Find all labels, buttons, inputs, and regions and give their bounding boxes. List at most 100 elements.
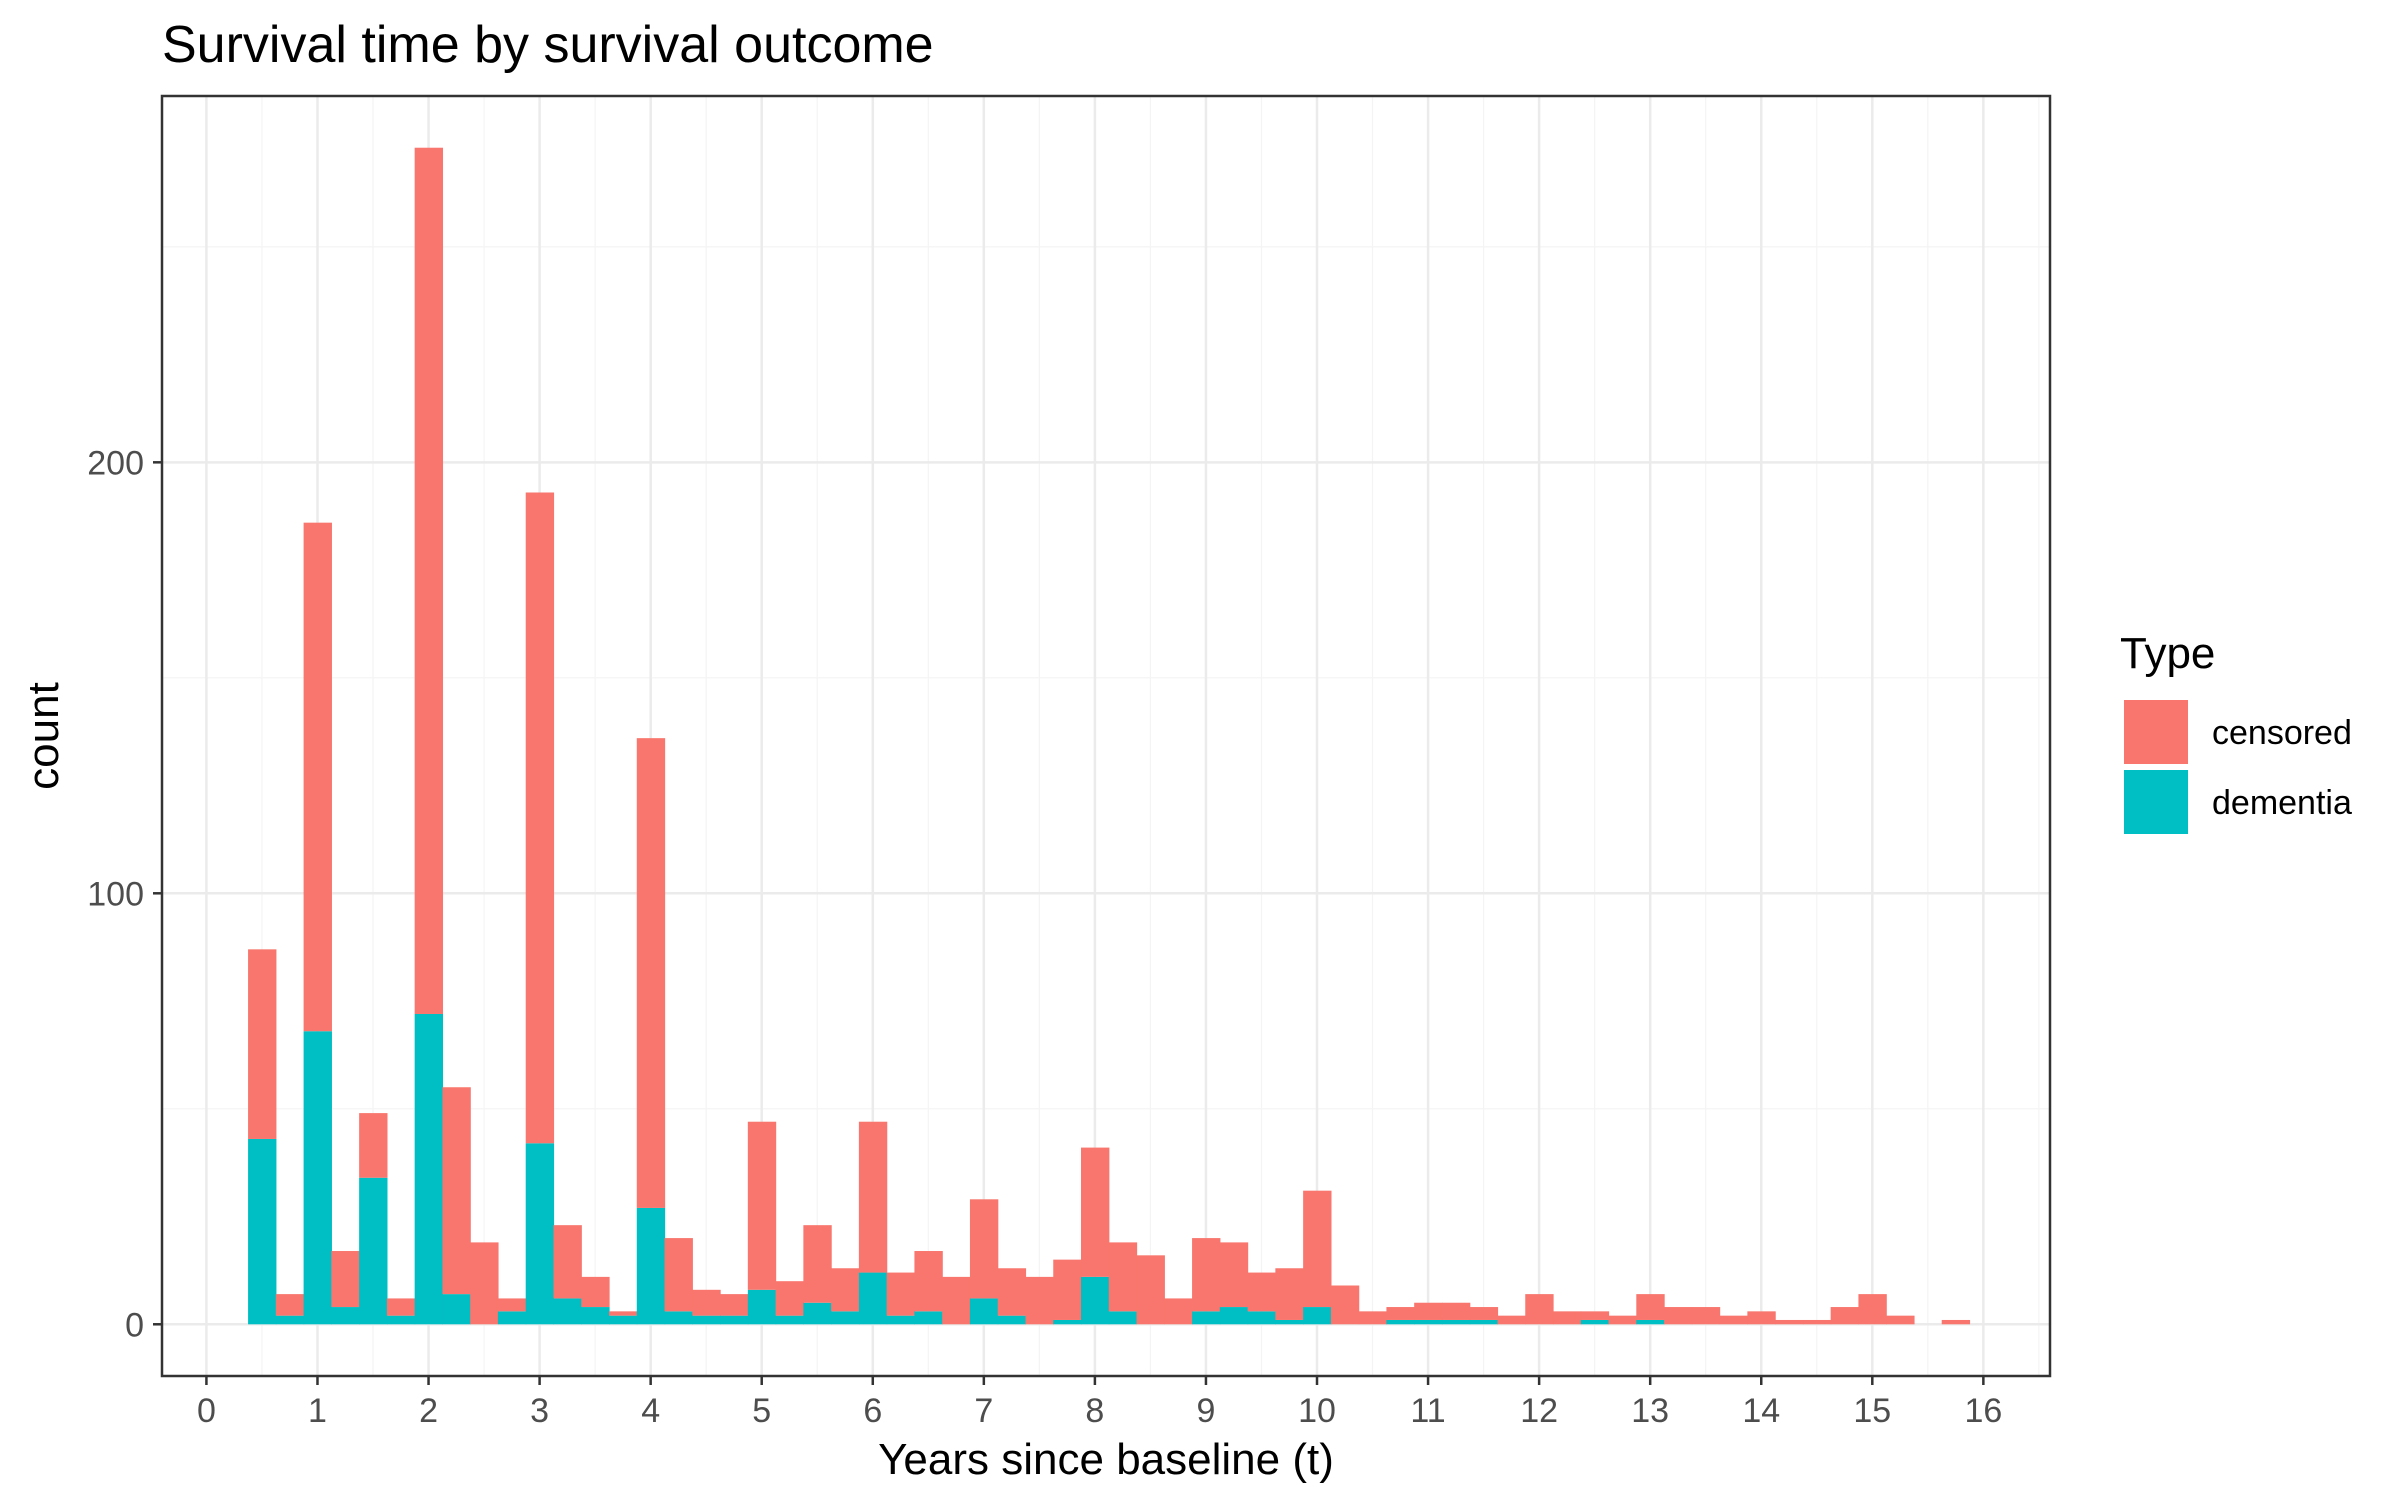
legend: Type censored dementia	[2120, 629, 2352, 834]
bar-dementia	[692, 1315, 721, 1325]
bar-dementia	[331, 1307, 360, 1325]
x-tick-label: 13	[1631, 1392, 1669, 1430]
bar-dementia	[803, 1302, 832, 1325]
x-tick-label: 12	[1520, 1392, 1558, 1430]
bar-censored	[1747, 1311, 1776, 1325]
legend-label-dementia: dementia	[2212, 784, 2352, 822]
bar-censored	[1469, 1307, 1499, 1320]
bar-dementia	[303, 1031, 332, 1325]
bar-dementia	[969, 1298, 999, 1325]
x-tick-label: 14	[1742, 1392, 1780, 1430]
bar-censored	[1219, 1242, 1249, 1308]
x-tick-label: 7	[974, 1392, 993, 1430]
bar-censored	[1608, 1315, 1637, 1325]
bar-dementia	[386, 1315, 416, 1325]
legend-label-censored: censored	[2212, 714, 2352, 752]
bar-censored	[775, 1281, 804, 1316]
bar-dementia	[1275, 1319, 1304, 1325]
x-tick-label: 10	[1298, 1392, 1336, 1430]
bar-censored	[414, 147, 444, 1014]
bar-censored	[275, 1294, 305, 1316]
bar-dementia	[1108, 1311, 1138, 1325]
bar-censored	[914, 1251, 943, 1312]
bar-censored	[248, 949, 277, 1139]
x-tick-label: 16	[1964, 1392, 2002, 1430]
bar-dementia	[747, 1289, 777, 1325]
bar-dementia	[775, 1315, 804, 1325]
bar-dementia	[1081, 1276, 1110, 1325]
bar-censored	[470, 1242, 499, 1325]
bar-dementia	[1219, 1307, 1249, 1325]
bar-censored	[803, 1225, 832, 1303]
bar-censored	[1247, 1272, 1276, 1312]
bar-censored	[1053, 1259, 1082, 1320]
bar-censored	[1525, 1294, 1554, 1325]
bar-censored	[1497, 1315, 1526, 1325]
bar-censored	[1886, 1315, 1915, 1325]
y-axis-title: count	[19, 682, 68, 790]
bar-censored	[1303, 1190, 1332, 1308]
x-tick-label: 2	[419, 1392, 438, 1430]
bar-censored	[858, 1121, 888, 1273]
bar-censored	[609, 1311, 638, 1316]
bar-censored	[1108, 1242, 1138, 1312]
bar-censored	[525, 492, 555, 1144]
bar-censored	[1664, 1307, 1693, 1325]
bar-censored	[1441, 1302, 1471, 1320]
bar-censored	[1830, 1307, 1860, 1325]
y-axis: 0 100 200	[87, 444, 162, 1344]
y-tick-label: 200	[87, 444, 144, 482]
x-tick-label: 1	[308, 1392, 327, 1430]
x-tick-label: 8	[1085, 1392, 1104, 1430]
x-axis-title: Years since baseline (t)	[878, 1435, 1334, 1484]
bar-dementia	[664, 1311, 693, 1325]
bar-censored	[1358, 1311, 1388, 1325]
bar-censored	[942, 1276, 971, 1325]
bar-dementia	[414, 1013, 444, 1325]
bar-censored	[1414, 1302, 1443, 1320]
bar-dementia	[1053, 1319, 1082, 1325]
bar-censored	[1941, 1319, 1971, 1325]
x-tick-label: 5	[752, 1392, 771, 1430]
bar-dementia	[553, 1298, 582, 1325]
bar-dementia	[609, 1315, 638, 1325]
bar-dementia	[248, 1138, 277, 1325]
y-tick-label: 0	[125, 1306, 144, 1344]
bar-dementia	[997, 1315, 1027, 1325]
bar-dementia	[914, 1311, 943, 1325]
x-tick-label: 3	[530, 1392, 549, 1430]
bar-censored	[359, 1113, 388, 1178]
bar-censored	[1858, 1294, 1887, 1325]
bar-censored	[581, 1276, 610, 1308]
bar-censored	[969, 1199, 999, 1299]
legend-key-dementia	[2124, 770, 2188, 834]
bar-censored	[886, 1272, 916, 1316]
x-tick-label: 11	[1410, 1392, 1445, 1430]
bar-dementia	[858, 1272, 888, 1325]
x-tick-label: 15	[1853, 1392, 1891, 1430]
bar-censored	[1719, 1315, 1748, 1325]
bar-censored	[1275, 1268, 1304, 1320]
x-axis: 0 1 2 3 4 5 6 7 8 9 10 11 12 13 14 15 16	[197, 1376, 2002, 1430]
bar-censored	[1025, 1276, 1054, 1325]
legend-title: Type	[2120, 629, 2215, 678]
bar-dementia	[497, 1311, 527, 1325]
bar-censored	[497, 1298, 527, 1312]
grid-minor	[162, 96, 2050, 1376]
bar-censored	[1164, 1298, 1193, 1325]
bar-dementia	[1247, 1311, 1276, 1325]
bar-dementia	[581, 1307, 610, 1325]
bar-censored	[1553, 1311, 1582, 1325]
bar-censored	[1081, 1147, 1110, 1277]
bar-censored	[1136, 1255, 1165, 1325]
bar-dementia	[886, 1315, 916, 1325]
bar-censored	[636, 738, 666, 1208]
bar-dementia	[442, 1294, 471, 1325]
x-tick-label: 0	[197, 1392, 216, 1430]
plot-border	[160, 94, 2052, 1378]
bar-censored	[331, 1251, 360, 1308]
bar-dementia	[359, 1177, 388, 1325]
bar-censored	[692, 1289, 721, 1316]
y-tick-label: 100	[87, 875, 144, 913]
